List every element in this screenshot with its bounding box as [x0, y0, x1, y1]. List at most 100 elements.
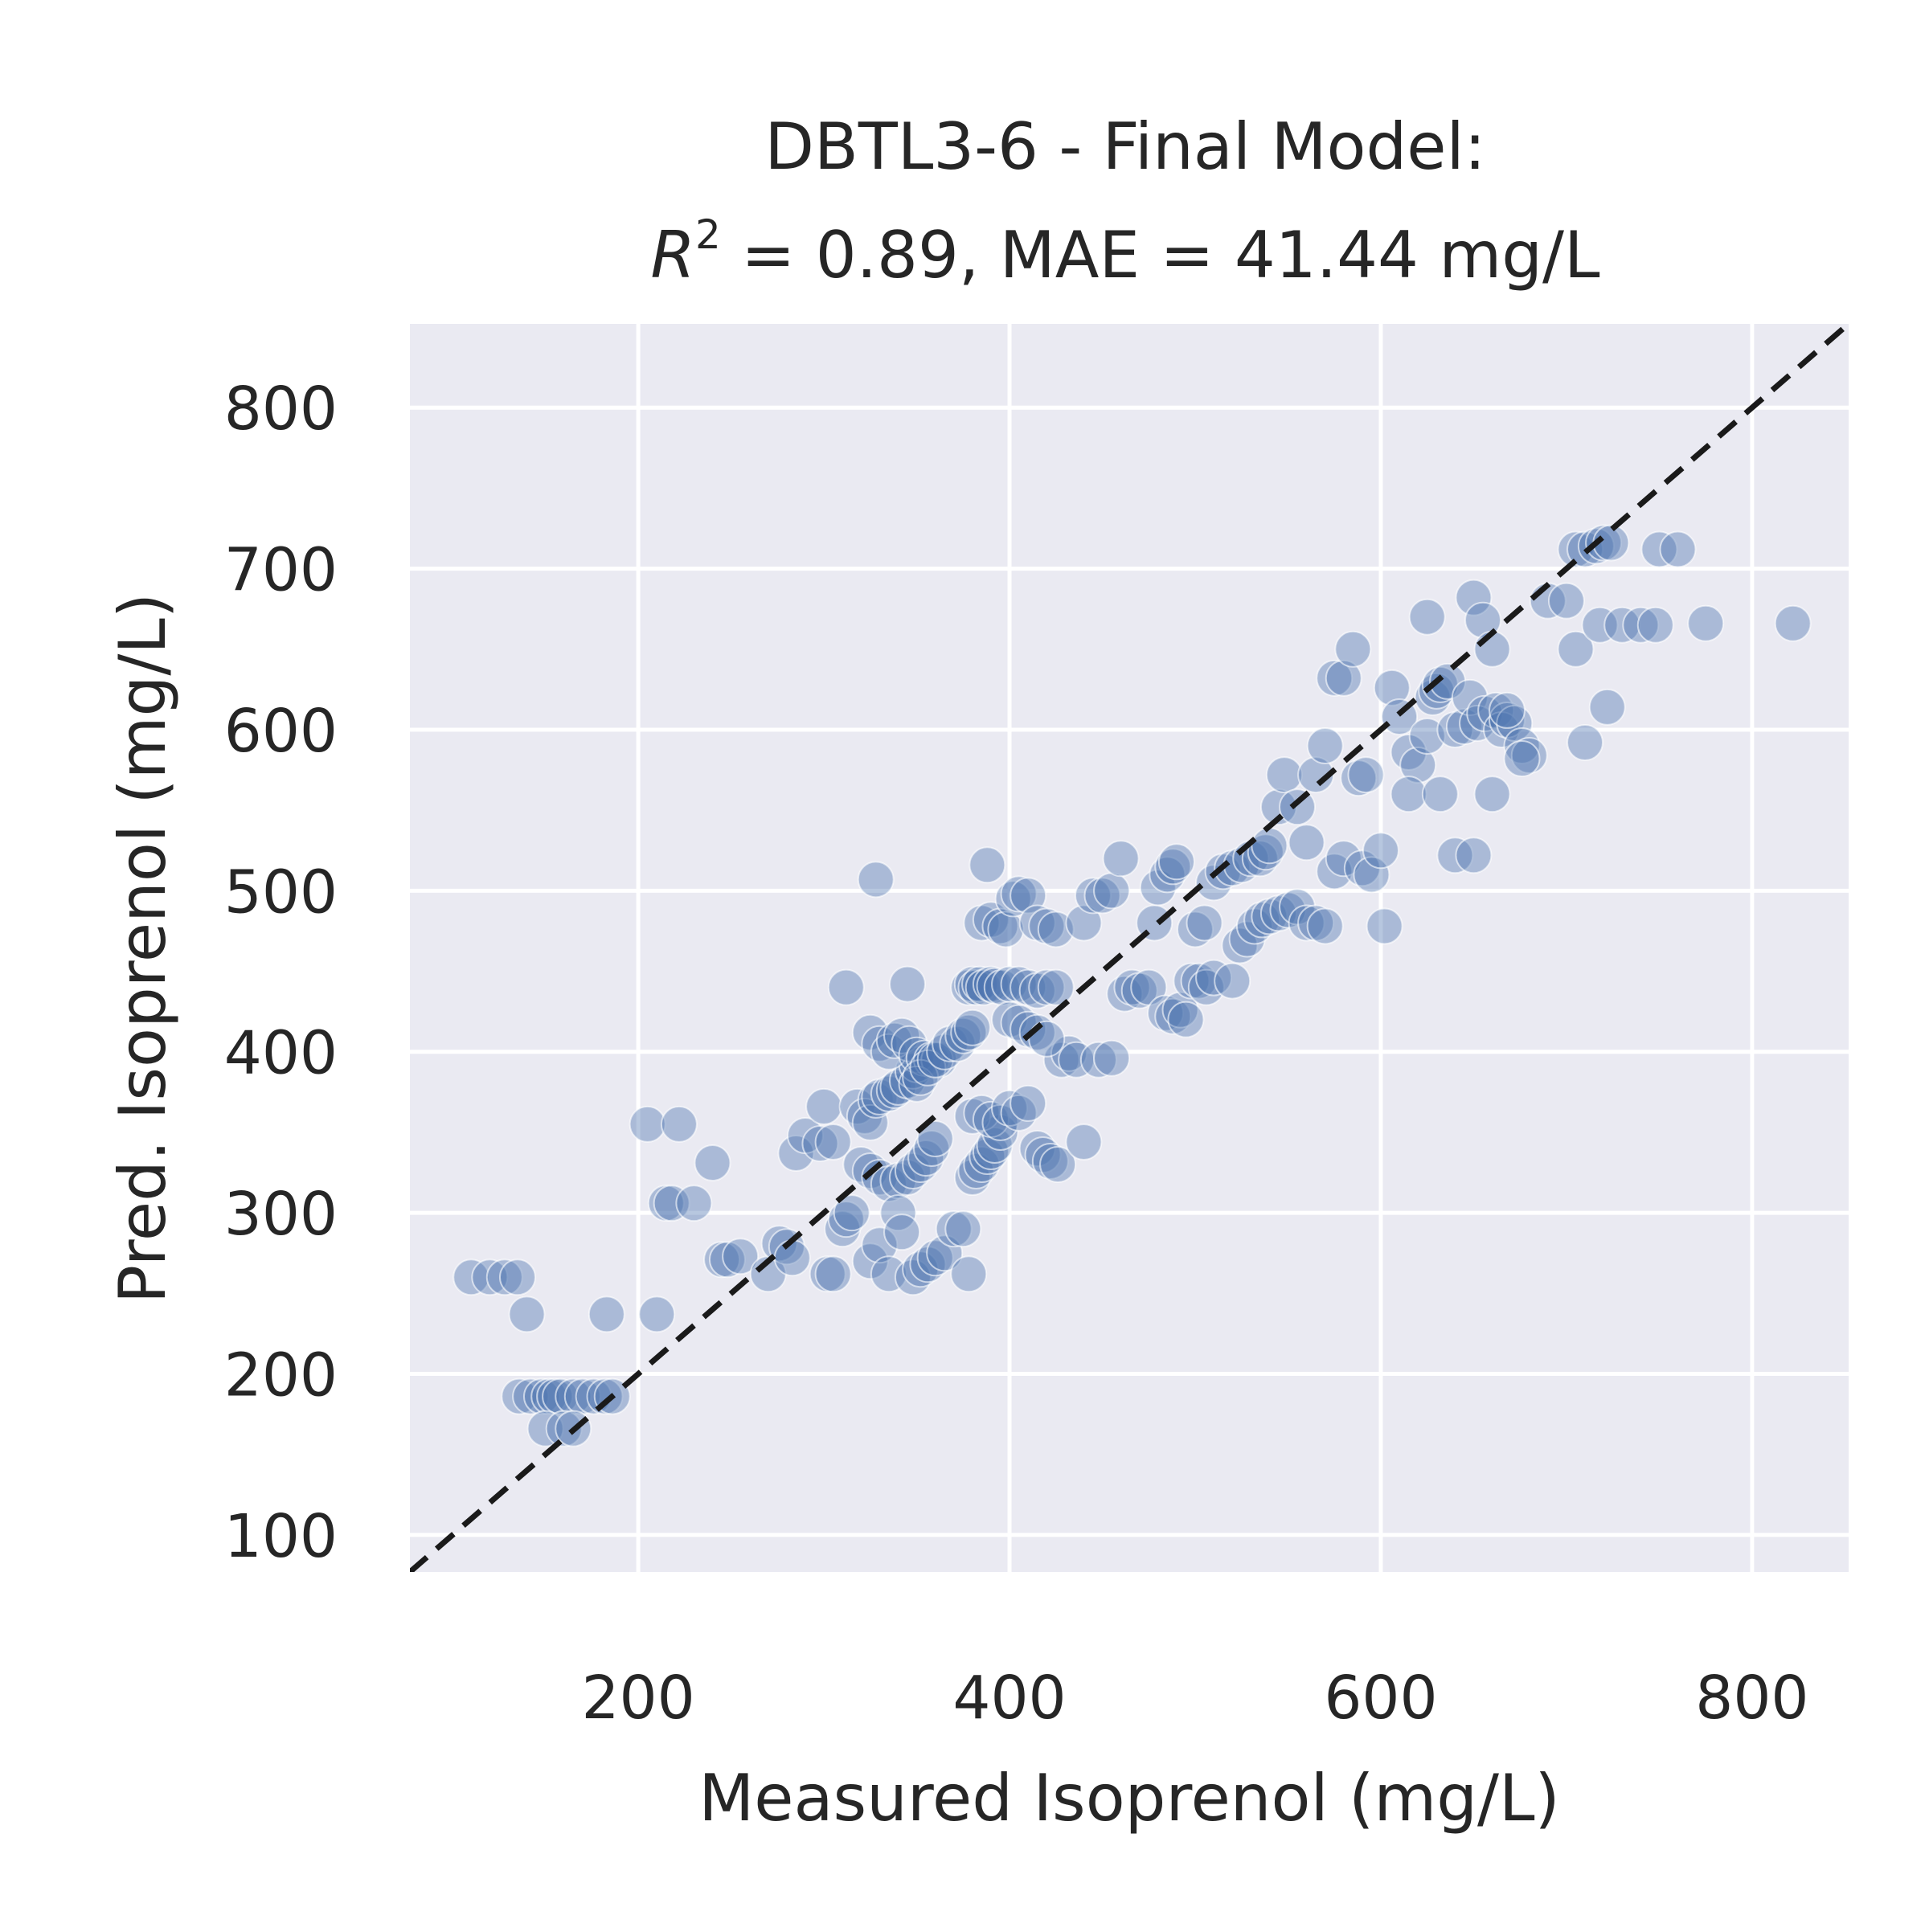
scatter-point: [1347, 756, 1385, 794]
y-tick-label: 200: [224, 1341, 338, 1410]
x-tick-label: 800: [1695, 1664, 1808, 1733]
scatter-point: [950, 1013, 988, 1051]
scatter-point: [1588, 688, 1626, 726]
scatter-point: [1154, 997, 1192, 1035]
scatter-point: [1186, 904, 1223, 942]
scatter-point: [1050, 1034, 1087, 1072]
scatter-point: [1161, 991, 1199, 1029]
scatter-point: [722, 1238, 760, 1275]
scatter-point: [1106, 975, 1144, 1013]
scatter-point: [545, 1410, 583, 1447]
x-tick-label: 600: [1324, 1664, 1437, 1733]
scatter-point: [647, 1185, 685, 1222]
scatter-point: [1042, 1041, 1080, 1079]
scatter-point: [935, 1210, 973, 1248]
scatter-point: [1503, 740, 1541, 778]
y-tick-label: 800: [224, 375, 338, 444]
scatter-point: [991, 1089, 1029, 1127]
scatter-point: [1065, 904, 1103, 942]
scatter-point: [1489, 691, 1526, 729]
scatter-point: [1445, 707, 1483, 745]
scatter-point: [1102, 840, 1140, 878]
scatter-point: [883, 1214, 921, 1251]
scatter-point: [827, 1201, 865, 1238]
scatter-point: [588, 1296, 625, 1333]
chart-title-line2: R2 = 0.89, MAE = 41.44 mg/L: [650, 211, 1600, 293]
scatter-point: [1408, 598, 1446, 636]
scatter-point: [1567, 724, 1604, 762]
scatter-point: [1585, 524, 1623, 562]
scatter-point: [498, 1259, 536, 1296]
scatter-point: [953, 1009, 991, 1046]
scatter-point: [1288, 904, 1325, 942]
scatter-point: [1306, 727, 1344, 765]
scatter-point: [1353, 856, 1390, 894]
scatter-point: [586, 1377, 624, 1415]
scatter-point: [969, 1138, 1006, 1176]
scatter-point: [777, 1134, 815, 1172]
scatter-point: [879, 1194, 917, 1232]
scatter-point: [660, 1105, 698, 1143]
scatter-point: [1390, 734, 1427, 772]
scatter-point: [1636, 606, 1674, 644]
scatter-point: [542, 1377, 580, 1415]
scatter-point: [1039, 1146, 1077, 1184]
scatter-point: [1028, 1020, 1066, 1058]
title-metrics: = 0.89, MAE = 41.44 mg/L: [721, 218, 1600, 293]
scatter-point: [814, 1123, 852, 1160]
scatter-point: [1221, 927, 1259, 964]
scatter-point: [1455, 579, 1493, 616]
scatter-point: [969, 846, 1006, 884]
plot-area: [410, 324, 1849, 1572]
scatter-point: [870, 1255, 907, 1293]
scatter-point: [522, 1377, 560, 1415]
scatter-point: [1228, 920, 1266, 958]
scatter-point: [675, 1185, 713, 1222]
scatter-point: [833, 1194, 870, 1232]
x-tick-label: 400: [952, 1664, 1066, 1733]
scatter-point: [1065, 1123, 1103, 1160]
scatter-point: [1093, 1039, 1131, 1077]
x-tick-labels: 200 400 600 800: [581, 1664, 1808, 1733]
scatter-point: [1241, 840, 1279, 878]
scatter-point: [916, 1119, 954, 1157]
scatter-point: [801, 1124, 839, 1162]
scatter-point: [1774, 604, 1812, 642]
scatter-point: [1167, 1001, 1205, 1038]
scatter-point: [1366, 907, 1403, 945]
scatter-point: [1687, 604, 1725, 642]
scatter-point: [1362, 832, 1399, 870]
scatter-point: [485, 1259, 523, 1296]
scatter-point: [981, 907, 1019, 945]
scatter-point: [916, 1239, 954, 1277]
scatter-point: [1306, 907, 1344, 945]
scatter-point: [1195, 959, 1233, 997]
r2-symbol: R: [650, 218, 695, 293]
y-tick-label: 500: [224, 858, 338, 927]
scatter-point: [1154, 848, 1192, 886]
scatter-point: [1251, 827, 1288, 865]
scatter-point: [994, 880, 1032, 918]
scatter-point: [1436, 837, 1474, 874]
scatter-point: [453, 1259, 490, 1296]
scatter-point: [1093, 872, 1131, 910]
scatter-point: [1079, 1041, 1117, 1079]
scatter-point: [953, 1159, 991, 1197]
scatter-point: [1421, 776, 1459, 813]
scatter-point: [1557, 630, 1595, 668]
scatter-point: [1083, 877, 1121, 915]
scatter-point: [1000, 875, 1038, 913]
chart-title-line1: DBTL3-6 - Final Model:: [764, 109, 1485, 184]
scatter-point: [1316, 659, 1354, 697]
scatter-point: [1325, 840, 1362, 878]
scatter-point: [1297, 756, 1335, 794]
scatter-point: [1010, 1084, 1047, 1122]
scatter-point: [1503, 727, 1541, 765]
scatter-point: [1028, 968, 1066, 1006]
scatter-point: [1473, 630, 1511, 668]
scatter-point: [1334, 630, 1372, 668]
scatter-point: [1622, 606, 1660, 644]
scatter-point: [1496, 704, 1534, 742]
scatter-point: [1037, 968, 1075, 1006]
scatter-point: [950, 1255, 988, 1293]
